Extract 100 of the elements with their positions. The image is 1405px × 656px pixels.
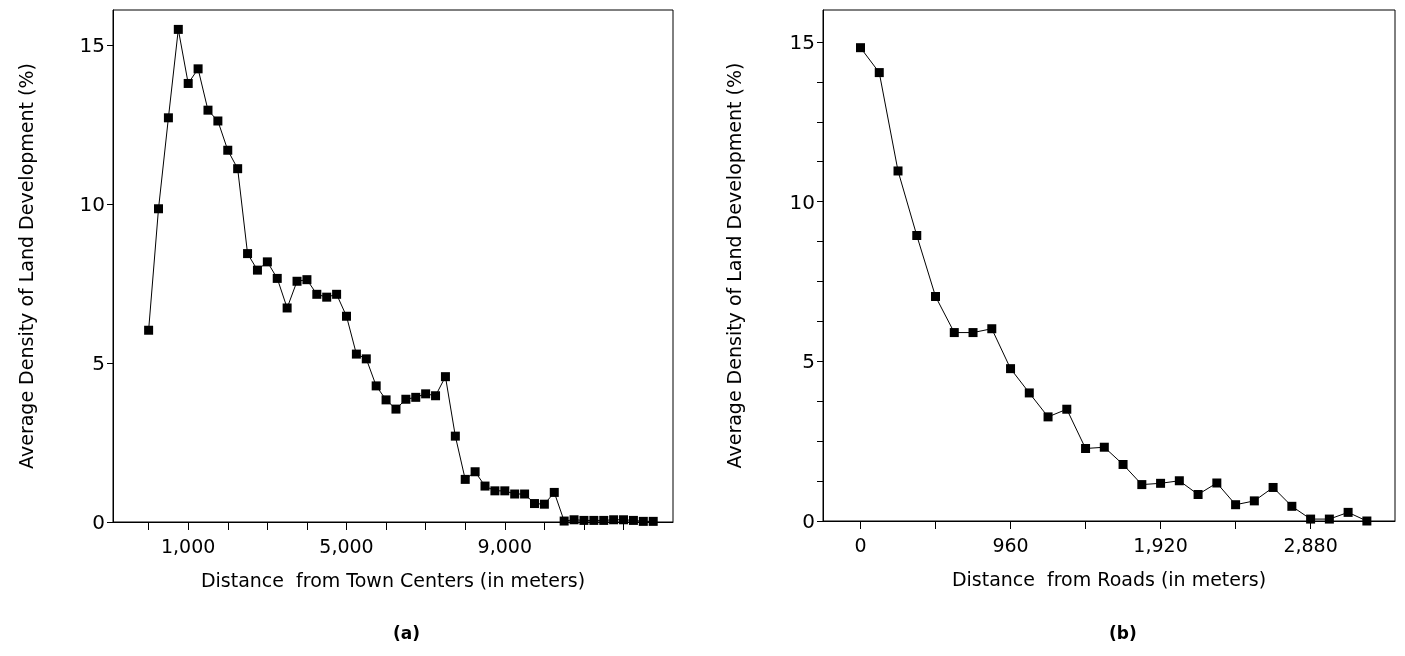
point — [470, 467, 480, 477]
point — [1249, 496, 1259, 506]
point — [559, 516, 569, 526]
point — [183, 78, 193, 88]
point — [609, 515, 619, 525]
point — [243, 249, 253, 259]
point — [381, 395, 391, 405]
point — [272, 273, 282, 283]
y-axis-title: Average Density of Land Development (%) — [14, 63, 37, 469]
point — [282, 303, 292, 313]
point — [440, 372, 450, 382]
point — [1362, 516, 1372, 526]
point — [1193, 489, 1203, 499]
point — [520, 489, 530, 499]
text: (b) — [1108, 622, 1137, 643]
y-tick-label: 0 — [92, 510, 105, 534]
point — [579, 515, 589, 525]
point — [1062, 404, 1072, 414]
point — [1287, 501, 1297, 511]
point — [874, 68, 884, 78]
point — [1343, 507, 1353, 517]
point — [1081, 444, 1091, 453]
y-tick-label: 15 — [789, 29, 815, 54]
x-tick-label: 9,000 — [477, 534, 533, 557]
point — [1156, 478, 1166, 488]
y-tick-label: 5 — [92, 350, 105, 375]
y-tick-label: 5 — [802, 349, 815, 374]
point — [912, 230, 922, 240]
point — [361, 354, 371, 364]
point — [1043, 412, 1053, 422]
y-axis-title: Average Density of Land Development (%) — [722, 62, 745, 469]
y-tick-label: 10 — [79, 191, 105, 216]
point — [510, 489, 520, 499]
point — [292, 276, 302, 286]
point — [332, 289, 342, 299]
x-tick-label: 2,880 — [1283, 533, 1338, 556]
point — [302, 275, 312, 285]
point — [1174, 476, 1184, 486]
point — [342, 311, 351, 321]
point — [931, 291, 941, 301]
point — [213, 116, 223, 126]
point — [529, 499, 539, 509]
x-tick-label: 1,000 — [160, 534, 216, 557]
x-tick-label: 5,000 — [319, 534, 374, 557]
point — [163, 113, 173, 123]
point — [1324, 514, 1334, 524]
point — [154, 204, 164, 214]
point — [856, 43, 866, 53]
point — [1231, 500, 1241, 510]
point — [262, 257, 272, 267]
point — [460, 474, 470, 484]
point — [480, 481, 490, 491]
x-tick-label: 0 — [854, 533, 867, 556]
point — [421, 389, 431, 399]
point — [539, 499, 549, 509]
point — [411, 392, 421, 402]
point — [638, 516, 648, 526]
point — [351, 349, 361, 359]
point — [1268, 482, 1278, 492]
y-tick-label: 15 — [79, 32, 105, 57]
point — [431, 391, 441, 401]
point — [628, 515, 638, 525]
y-tick-label: 10 — [789, 189, 815, 214]
point — [1137, 480, 1147, 490]
point — [233, 164, 243, 174]
point — [203, 105, 213, 115]
point — [1006, 364, 1016, 374]
x-tick-label: 960 — [992, 533, 1029, 556]
text: (a) — [393, 622, 421, 643]
x-axis-title: Distance from Roads (in meters) — [951, 567, 1267, 590]
point — [1118, 459, 1128, 469]
point — [500, 486, 510, 496]
point — [144, 325, 154, 335]
point — [549, 487, 559, 497]
point — [193, 64, 203, 74]
point — [401, 394, 411, 404]
point — [599, 515, 609, 525]
point — [968, 328, 978, 338]
point — [949, 328, 959, 338]
point — [450, 431, 460, 441]
point — [589, 515, 599, 525]
point — [490, 486, 500, 496]
point — [893, 166, 903, 176]
point — [391, 404, 401, 414]
point — [569, 515, 579, 525]
point — [223, 145, 233, 155]
x-axis-title: Distance from Town Centers (in meters) — [200, 568, 586, 591]
point — [173, 24, 183, 34]
point — [1306, 514, 1316, 524]
point — [619, 515, 629, 525]
point — [987, 324, 997, 334]
point — [1024, 388, 1034, 398]
point — [322, 292, 332, 302]
point — [648, 516, 658, 526]
point — [371, 381, 381, 391]
point — [1212, 478, 1222, 488]
x-tick-label: 1,920 — [1133, 533, 1188, 556]
point — [1099, 442, 1109, 452]
point — [252, 265, 262, 275]
y-tick-label: 0 — [802, 509, 815, 533]
